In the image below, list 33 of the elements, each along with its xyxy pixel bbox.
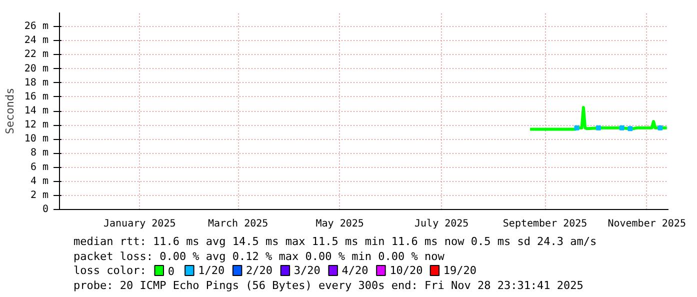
- x-tick-label: November 2025: [608, 218, 686, 230]
- y-tick-label: 16 m: [24, 91, 49, 102]
- text: median rtt: 11.6 ms avg 14.5 ms max 11.5 ms min 11.6 ms now 0.5 ms sd 24.3 am/s: [73, 235, 597, 248]
- line-series: [528, 106, 668, 131]
- legend-title: loss color:: [73, 264, 146, 277]
- y-tick-label: 22 m: [24, 49, 49, 60]
- text: packet loss: 0.00 % avg 0.12 % max 0.00 % min 0.00 % now: [73, 250, 445, 263]
- y-tick-label: 14 m: [24, 106, 49, 116]
- legend-label: 3/20: [294, 264, 320, 277]
- y-tick-label: 8 m: [30, 148, 48, 159]
- y-tick-label: 26 m: [24, 21, 49, 32]
- y-tick-label: 10 m: [24, 134, 49, 145]
- x-tick-label: January 2025: [104, 218, 176, 230]
- legend-label: 2/20: [246, 264, 273, 277]
- text: probe: 20 ICMP Echo Pings (56 Bytes) every 300s end: Fri Nov 28 23:31:41 2025: [73, 279, 584, 292]
- legend-label: 1/20: [198, 264, 225, 277]
- legend-label: 4/20: [342, 264, 368, 277]
- y-tick-label: 2 m: [30, 190, 48, 201]
- legend-label: 0: [168, 265, 174, 278]
- y-tick-label: 24 m: [24, 35, 49, 46]
- x-tick-label: September 2025: [502, 218, 588, 230]
- x-tick-label: May 2025: [316, 218, 364, 230]
- y-tick-label: 6 m: [30, 162, 48, 173]
- y-axis-title: Seconds: [3, 88, 16, 134]
- x-tick-label: March 2025: [208, 218, 268, 230]
- y-tick-label: 0: [42, 204, 49, 215]
- y-tick-label: 4 m: [30, 176, 48, 187]
- legend-label: 10/20: [390, 264, 423, 277]
- x-tick-label: July 2025: [414, 218, 469, 230]
- legend-label: 19/20: [443, 264, 477, 277]
- y-tick-label: 20 m: [24, 63, 49, 74]
- y-tick-label: 18 m: [24, 77, 49, 88]
- y-tick-label: 12 m: [24, 120, 49, 131]
